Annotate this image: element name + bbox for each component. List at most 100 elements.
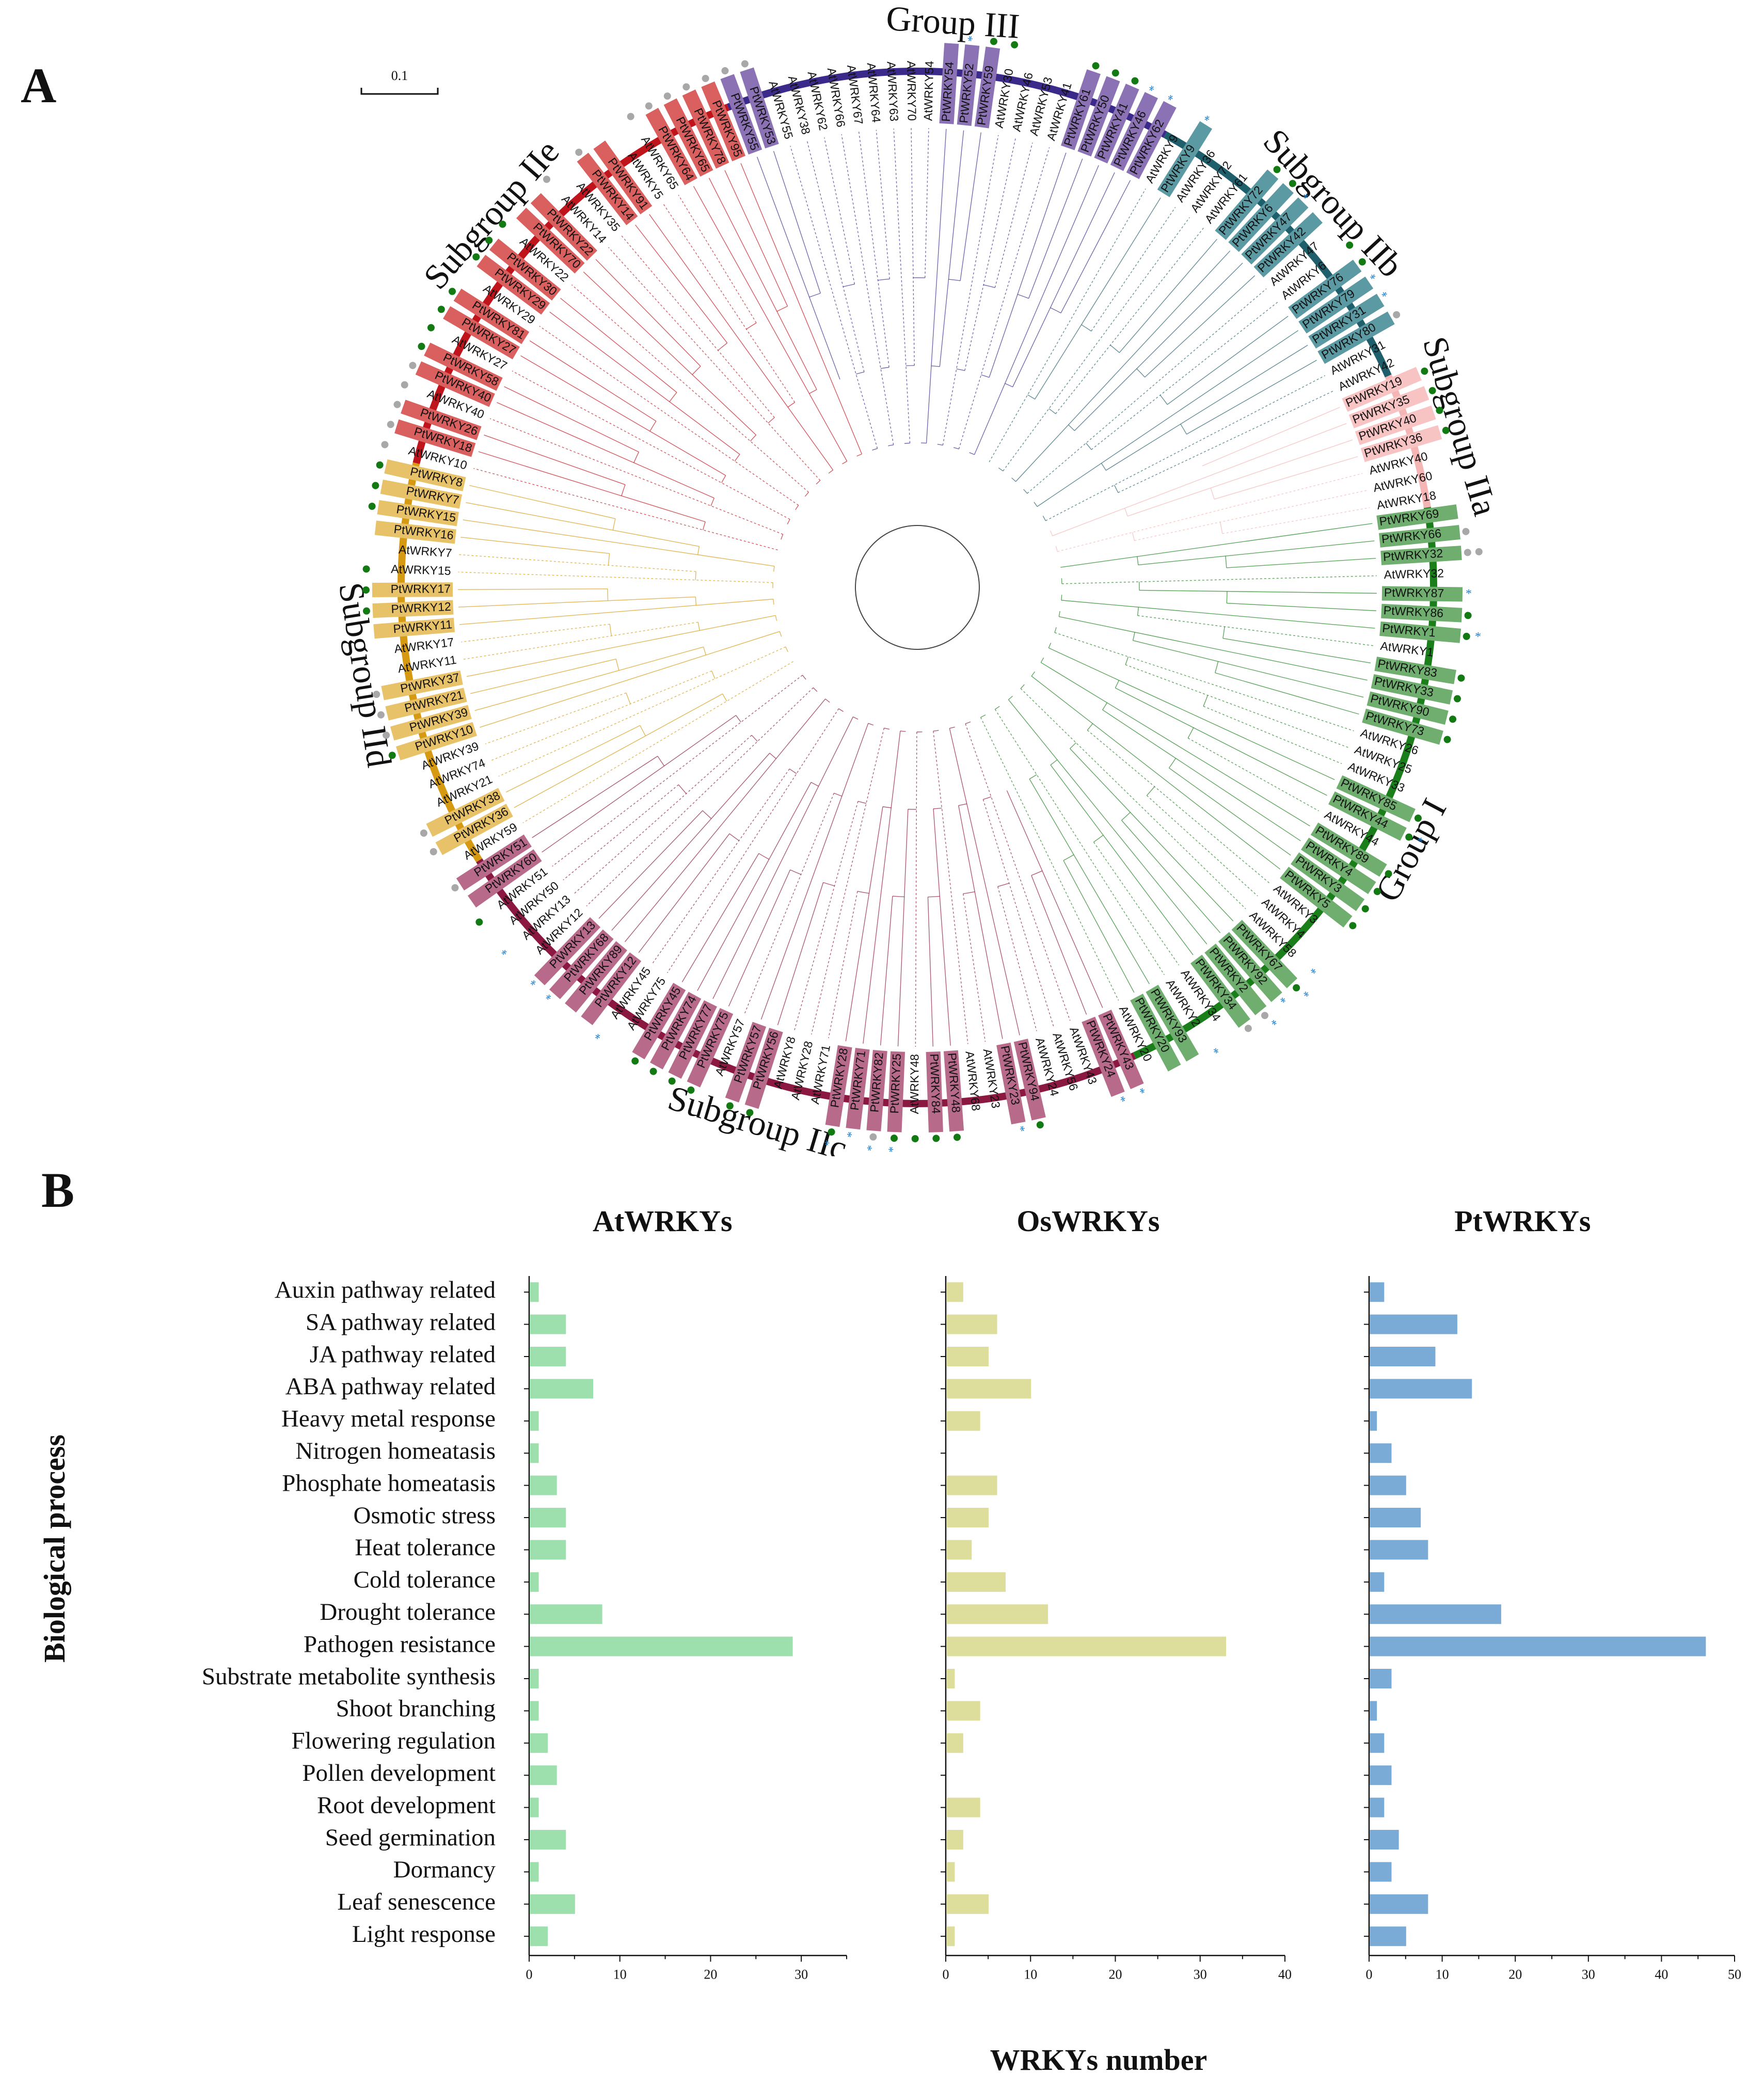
- bar: [530, 1314, 566, 1334]
- branch: [1119, 238, 1217, 353]
- leaf-highlight: [565, 941, 628, 1013]
- branch-arc: [776, 306, 788, 312]
- bar: [946, 1411, 980, 1431]
- green-dot-marker: [1442, 426, 1450, 434]
- branch: [1227, 602, 1376, 611]
- branch-arc: [787, 519, 790, 524]
- leaf-highlight: [1060, 69, 1101, 150]
- branch-arc: [842, 460, 847, 465]
- branch: [858, 132, 889, 368]
- bar: [530, 1443, 539, 1463]
- branch: [1087, 730, 1269, 883]
- gray-dot-marker: [741, 60, 749, 68]
- blue-star-marker: *: [1466, 587, 1472, 601]
- branch-arc: [1124, 508, 1128, 517]
- bar: [1370, 1347, 1436, 1366]
- gray-dot-marker: [387, 421, 394, 428]
- green-dot-marker: [828, 1128, 835, 1136]
- bar: [946, 1604, 1048, 1624]
- branch-arc: [1020, 684, 1025, 689]
- bar: [530, 1540, 566, 1560]
- category-label: Substrate metabolite synthesis: [202, 1663, 496, 1690]
- branch-arc: [1017, 294, 1029, 299]
- bar: [946, 1540, 972, 1560]
- branch: [490, 418, 783, 535]
- chart-title: PtWRKYs: [1454, 1204, 1591, 1238]
- leaf-label: AtWRKY70: [904, 61, 919, 121]
- branch: [1203, 706, 1342, 764]
- branch: [459, 598, 773, 625]
- bar: [530, 1572, 539, 1592]
- category-label: Phosphate homeatasis: [282, 1470, 496, 1496]
- branch: [1006, 790, 1103, 1008]
- bar: [1370, 1540, 1428, 1560]
- x-tick-label: 30: [1194, 1967, 1207, 1982]
- x-tick-label: 10: [1024, 1967, 1037, 1982]
- green-dot-marker: [437, 306, 445, 313]
- leaf-highlight: [390, 705, 472, 741]
- leaf-highlight: [1380, 546, 1462, 565]
- gray-dot-marker: [381, 441, 389, 449]
- branch: [1048, 647, 1335, 780]
- branch: [529, 340, 657, 422]
- branch-arc: [809, 389, 817, 394]
- leaf-highlight: [385, 688, 467, 721]
- branch: [773, 151, 821, 294]
- branch-arc: [1070, 742, 1076, 749]
- gray-dot-marker: [645, 102, 653, 110]
- green-dot-marker: [418, 343, 425, 350]
- branch: [625, 698, 826, 942]
- branch: [1145, 275, 1256, 378]
- branch: [552, 675, 803, 867]
- branch: [1169, 768, 1291, 856]
- branch-arc: [1048, 643, 1052, 648]
- branch: [595, 259, 701, 367]
- leaf-highlight: [1241, 197, 1309, 265]
- branch: [504, 386, 639, 453]
- leaf-highlight: [373, 617, 455, 639]
- bar: [1370, 1765, 1392, 1785]
- branch-arc: [983, 284, 995, 288]
- branch: [1012, 172, 1115, 387]
- leaf-node: AtWRKY48: [908, 1054, 921, 1142]
- branch-arc: [853, 716, 859, 720]
- leaf-highlight: [1376, 504, 1458, 530]
- branch: [1115, 688, 1327, 796]
- leaf-node: PtWRKY7: [372, 480, 463, 509]
- branch: [744, 793, 835, 1014]
- branch-arc: [703, 647, 707, 656]
- branch-arc: [773, 599, 774, 605]
- branch: [1121, 820, 1221, 933]
- leaf-highlight: [372, 582, 453, 597]
- branch: [1008, 699, 1207, 945]
- leaf-highlight: [1342, 366, 1422, 412]
- leaf-node: PtWRKY17: [362, 582, 453, 597]
- bar: [530, 1508, 566, 1527]
- bar: [946, 1830, 963, 1849]
- branch-arc: [718, 342, 728, 351]
- bar: [946, 1379, 1031, 1399]
- branch: [608, 247, 821, 481]
- blue-star-marker: *: [1146, 84, 1161, 95]
- branch-arc: [1058, 611, 1060, 617]
- branch: [474, 646, 704, 711]
- green-dot-marker: [990, 38, 997, 45]
- blue-star-marker: *: [1013, 1125, 1027, 1134]
- leaf-node: PtWRKY12: [362, 600, 454, 618]
- branch-arc: [1110, 345, 1120, 353]
- leaf-highlight: [476, 254, 550, 315]
- gray-dot-marker: [721, 67, 729, 75]
- leaf-highlight: [384, 459, 466, 491]
- branch: [461, 624, 610, 643]
- branch: [1015, 250, 1231, 482]
- bar: [946, 1475, 997, 1495]
- gray-dot-marker: [627, 113, 634, 120]
- category-label: Heavy metal response: [281, 1406, 496, 1432]
- branch: [1214, 456, 1358, 500]
- green-dot-marker: [449, 288, 456, 295]
- leaf-highlight: [701, 81, 746, 162]
- green-dot-marker: [1464, 612, 1472, 619]
- leaf-highlight: [415, 361, 495, 407]
- branch-arc: [949, 726, 955, 729]
